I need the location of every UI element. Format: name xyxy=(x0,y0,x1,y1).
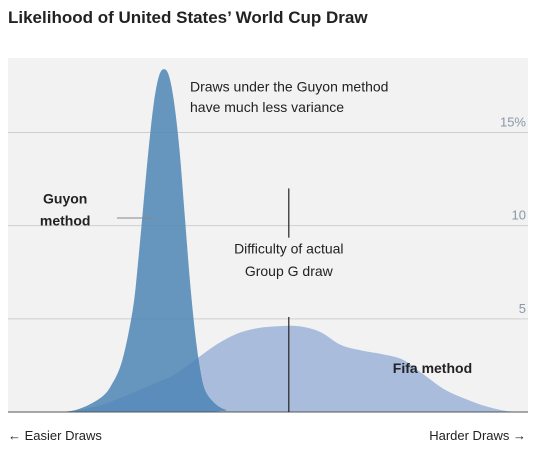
annotation-text: Difficulty of actual xyxy=(234,241,343,257)
marks xyxy=(8,188,528,413)
annotation-text: Draws under the Guyon method xyxy=(190,79,388,95)
y-tick-label: 15% xyxy=(500,115,526,130)
x-label-left: ← Easier Draws xyxy=(8,428,102,443)
y-tick-label: 10 xyxy=(512,208,526,223)
labels: 5 10 15% Draws under the Guyon method have m… xyxy=(8,79,526,443)
annotation-text: have much less variance xyxy=(190,99,344,115)
guyon-method-area xyxy=(8,69,528,412)
chart-title: Likelihood of United States’ World Cup D… xyxy=(8,8,368,27)
series-label: Guyon xyxy=(43,190,87,206)
annotation-text: Group G draw xyxy=(245,263,334,279)
series-label: Fifa method xyxy=(393,360,472,376)
y-tick-label: 5 xyxy=(519,301,526,316)
series-label: method xyxy=(40,213,91,229)
areas xyxy=(8,69,528,412)
grid xyxy=(8,132,528,320)
x-label-right: Harder Draws → xyxy=(429,428,526,443)
fifa-method-area xyxy=(8,325,528,412)
